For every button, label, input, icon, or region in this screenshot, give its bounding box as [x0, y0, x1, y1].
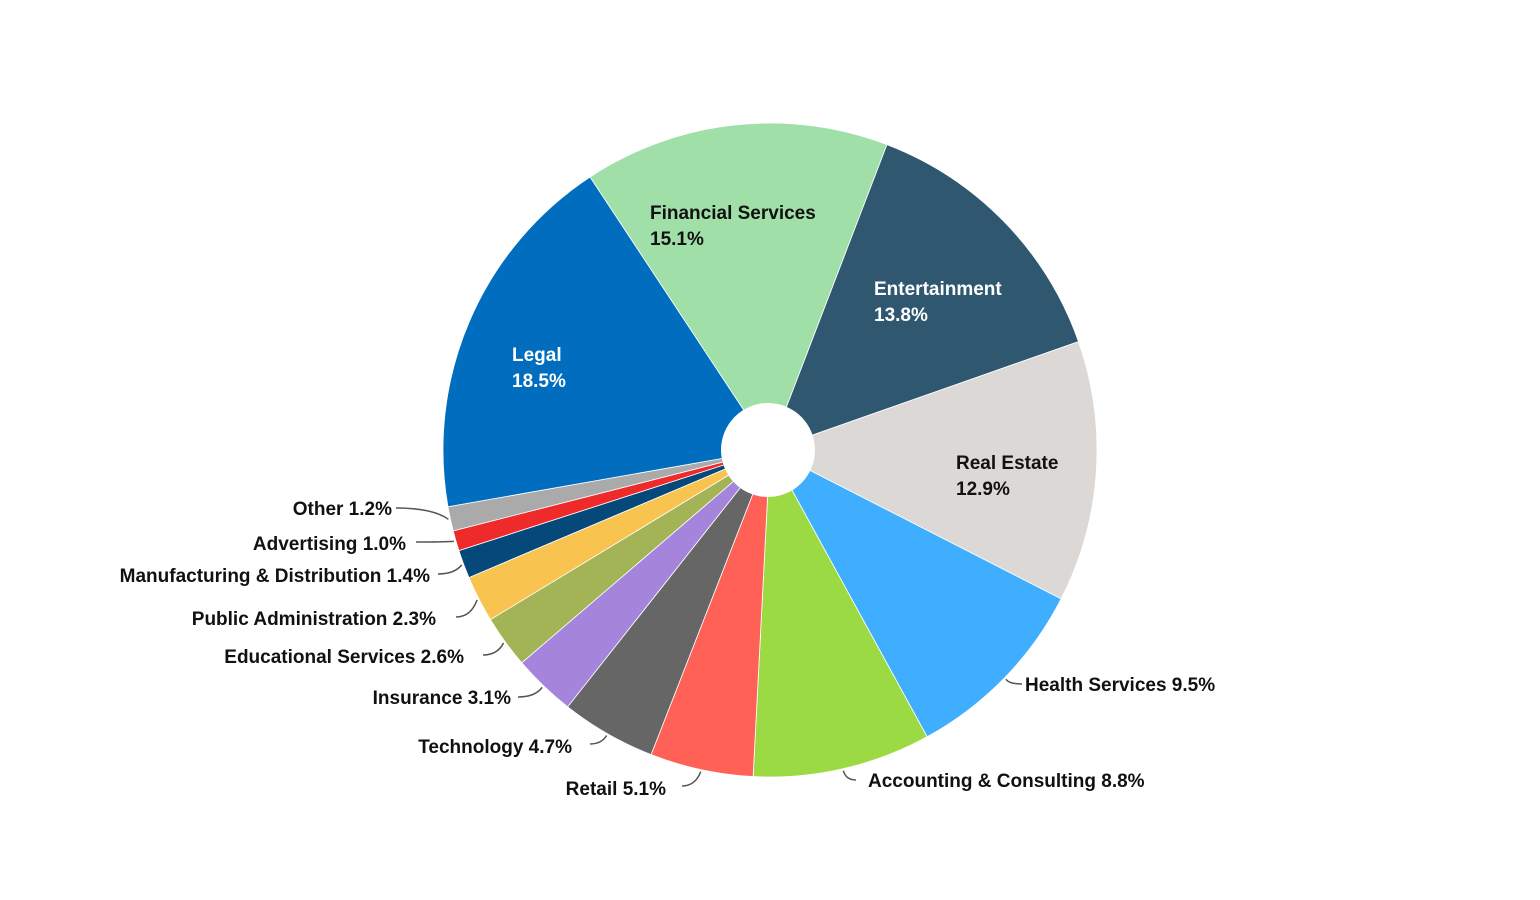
leader-line-retail [681, 771, 702, 787]
slice-label-insurance: Insurance 3.1% [373, 688, 511, 709]
slice-legal[interactable] [442, 176, 771, 508]
pie-slices [442, 122, 1098, 778]
donut-hole [721, 403, 815, 497]
slice-label-accounting-consulting: Accounting & Consulting 8.8% [868, 771, 1145, 792]
slice-label-educational-services: Educational Services 2.6% [224, 647, 464, 668]
leader-line-educational-services [482, 642, 505, 656]
slice-label-financial-services: Financial Services 15.1% [650, 203, 816, 250]
leader-line-health-services [1005, 678, 1023, 685]
slice-label-technology: Technology 4.7% [418, 737, 572, 758]
leader-line-accounting-consulting [842, 770, 857, 781]
slice-label-manufacturing-distribution: Manufacturing & Distribution 1.4% [120, 566, 430, 587]
leader-line-manufacturing-distribution [437, 564, 463, 575]
leader-line-public-administration [455, 599, 478, 618]
slice-label-real-estate: Real Estate 12.9% [956, 453, 1058, 500]
slice-label-other: Other 1.2% [293, 499, 392, 520]
leader-line-other [395, 507, 449, 520]
slice-health-services[interactable] [769, 449, 1062, 738]
slice-entertainment[interactable] [769, 144, 1080, 451]
slice-labels: Financial Services 15.1% Entertainment 13.8… [120, 203, 1216, 800]
leader-line-insurance [517, 686, 543, 698]
slice-label-advertising: Advertising 1.0% [253, 534, 406, 555]
slice-financial-services[interactable] [589, 122, 888, 451]
slice-real-estate[interactable] [768, 341, 1098, 600]
slice-label-public-administration: Public Administration 2.3% [192, 609, 436, 630]
leader-lines [395, 507, 1023, 787]
leader-line-technology [589, 735, 608, 745]
slice-label-entertainment: Entertainment 13.8% [874, 279, 1002, 326]
slice-label-retail: Retail 5.1% [566, 779, 666, 800]
slice-label-health-services: Health Services 9.5% [1025, 675, 1215, 696]
leader-line-advertising [415, 540, 454, 543]
slice-label-legal: Legal 18.5% [512, 345, 566, 392]
slice-accounting-consulting[interactable] [752, 448, 928, 778]
